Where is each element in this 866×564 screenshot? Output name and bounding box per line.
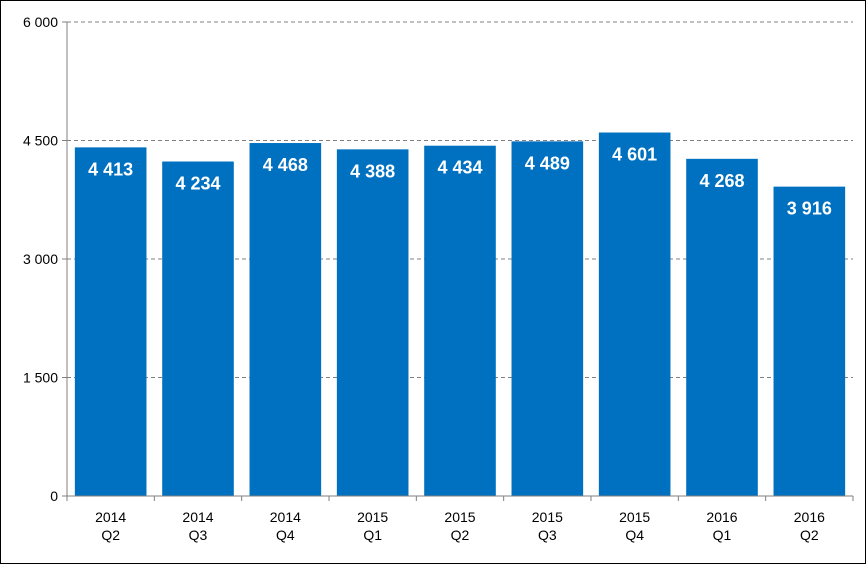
bar-value-label: 4 388 xyxy=(350,161,395,181)
x-tick-label-year: 2014 xyxy=(270,509,301,525)
x-tick-label-quarter: Q2 xyxy=(800,527,819,543)
x-tick-label-quarter: Q1 xyxy=(713,527,732,543)
x-tick-label-quarter: Q3 xyxy=(189,527,208,543)
bar-value-label: 4 489 xyxy=(525,153,570,173)
y-tick-label: 0 xyxy=(50,488,58,504)
axes xyxy=(62,21,854,501)
x-tick-label-quarter: Q4 xyxy=(276,527,295,543)
bar xyxy=(249,143,322,496)
bar-value-label: 3 916 xyxy=(787,199,832,219)
bar-value-label: 4 434 xyxy=(437,158,482,178)
bar xyxy=(74,147,147,497)
x-tick-label-year: 2015 xyxy=(619,509,650,525)
bar xyxy=(162,161,234,496)
x-tick-label-year: 2015 xyxy=(532,509,563,525)
bar xyxy=(686,158,758,496)
bar xyxy=(336,149,409,496)
x-tick-label-quarter: Q3 xyxy=(538,527,557,543)
bar-value-label: 4 268 xyxy=(699,171,744,191)
bars xyxy=(74,132,846,497)
y-tick-label: 1 500 xyxy=(23,370,58,386)
bar xyxy=(424,145,496,497)
x-tick-label-year: 2014 xyxy=(182,509,213,525)
x-tick-label-year: 2015 xyxy=(357,509,388,525)
labels: 0 1 500 3 000 4 500 6 000 4 413 2014 Q2 4 234 201… xyxy=(23,14,832,543)
x-tick-label-year: 2014 xyxy=(95,509,126,525)
bar-value-label: 4 413 xyxy=(88,159,133,179)
x-tick-label-quarter: Q2 xyxy=(101,527,120,543)
bar xyxy=(773,186,846,497)
bar-value-label: 4 601 xyxy=(612,145,657,165)
x-tick-label-quarter: Q4 xyxy=(625,527,644,543)
x-tick-label-quarter: Q2 xyxy=(451,527,470,543)
bar-value-label: 4 468 xyxy=(263,155,308,175)
bar xyxy=(598,132,671,496)
x-tick-label-year: 2016 xyxy=(706,509,737,525)
bar xyxy=(511,141,584,496)
x-tick-label-quarter: Q1 xyxy=(363,527,382,543)
y-tick-label: 3 000 xyxy=(23,251,58,267)
x-tick-label-year: 2015 xyxy=(444,509,475,525)
bar-value-label: 4 234 xyxy=(175,174,220,194)
y-tick-label: 4 500 xyxy=(23,133,58,149)
y-tick-label: 6 000 xyxy=(23,14,58,30)
x-tick-label-year: 2016 xyxy=(794,509,825,525)
